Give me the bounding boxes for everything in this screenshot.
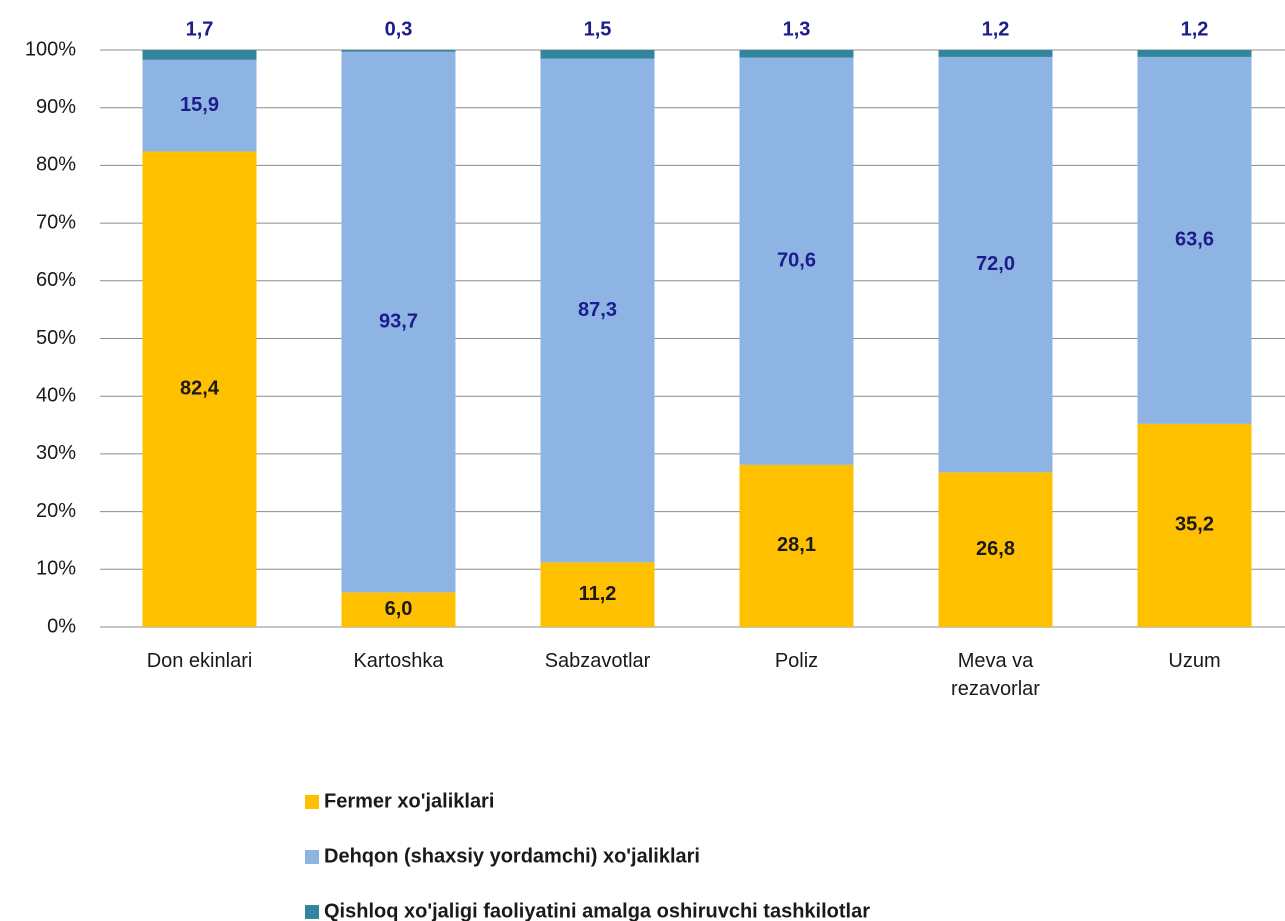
bar-segment bbox=[739, 57, 854, 465]
data-label: 87,3 bbox=[578, 299, 617, 321]
data-label: 0,3 bbox=[385, 18, 413, 40]
data-label: 70,6 bbox=[777, 249, 816, 271]
data-label: 1,2 bbox=[1181, 18, 1209, 40]
bar-segment bbox=[1137, 423, 1252, 627]
y-tick-label: 20% bbox=[36, 500, 76, 522]
x-tick-label: Uzum bbox=[1168, 650, 1221, 672]
bar-segment bbox=[540, 50, 655, 59]
x-tick-label: Don ekinlari bbox=[146, 650, 253, 672]
y-tick-label: 30% bbox=[36, 442, 76, 464]
y-tick-label: 100% bbox=[25, 38, 76, 60]
legend-swatch bbox=[305, 850, 319, 864]
bar-segment bbox=[938, 50, 1053, 57]
bar-segment bbox=[938, 472, 1053, 627]
legend-label: Qishloq xo'jaligi faoliyatini amalga osh… bbox=[324, 900, 870, 921]
bar-segment bbox=[142, 50, 257, 60]
y-tick-label: 0% bbox=[47, 615, 76, 637]
legend-swatch bbox=[305, 905, 319, 919]
x-tick-label: Kartoshka bbox=[353, 650, 444, 672]
data-label: 63,6 bbox=[1175, 229, 1214, 251]
bar-segment bbox=[341, 50, 456, 52]
data-label: 28,1 bbox=[777, 534, 816, 556]
data-label: 1,2 bbox=[982, 18, 1010, 40]
x-tick-label: Poliz bbox=[774, 650, 819, 672]
x-tick-label: Meva va rezavorlar bbox=[951, 650, 1040, 700]
data-label: 72,0 bbox=[976, 253, 1015, 275]
y-tick-label: 50% bbox=[36, 327, 76, 349]
y-tick-label: 90% bbox=[36, 96, 76, 118]
data-label: 1,3 bbox=[783, 18, 811, 40]
bar-segment bbox=[341, 51, 456, 593]
data-label: 26,8 bbox=[976, 538, 1015, 560]
data-label: 82,4 bbox=[180, 378, 220, 400]
data-label: 1,7 bbox=[186, 18, 214, 40]
bar-segment bbox=[739, 464, 854, 627]
bar-segment bbox=[341, 592, 456, 627]
legend-label: Fermer xo'jaliklari bbox=[324, 790, 494, 812]
bar-segment bbox=[540, 58, 655, 563]
bar-segment bbox=[1137, 56, 1252, 424]
bar-segment bbox=[739, 50, 854, 58]
legend-swatch bbox=[305, 795, 319, 809]
bar-segment bbox=[142, 59, 257, 152]
data-label: 35,2 bbox=[1175, 514, 1214, 536]
data-label: 1,5 bbox=[584, 18, 612, 40]
data-label: 11,2 bbox=[579, 583, 617, 605]
bar-segment bbox=[540, 562, 655, 627]
bar-segment bbox=[142, 151, 257, 627]
x-tick-label: Sabzavotlar bbox=[544, 650, 651, 672]
y-tick-label: 40% bbox=[36, 384, 76, 406]
y-tick-label: 80% bbox=[36, 154, 76, 176]
bar-segment bbox=[938, 56, 1053, 473]
data-label: 15,9 bbox=[180, 94, 219, 116]
data-label: 6,0 bbox=[385, 598, 413, 620]
y-tick-label: 10% bbox=[36, 558, 76, 580]
y-tick-label: 70% bbox=[36, 211, 76, 233]
y-tick-label: 60% bbox=[36, 269, 76, 291]
bar-segment bbox=[1137, 50, 1252, 57]
legend-label: Dehqon (shaxsiy yordamchi) xo'jaliklari bbox=[324, 845, 700, 867]
data-label: 93,7 bbox=[379, 310, 418, 332]
